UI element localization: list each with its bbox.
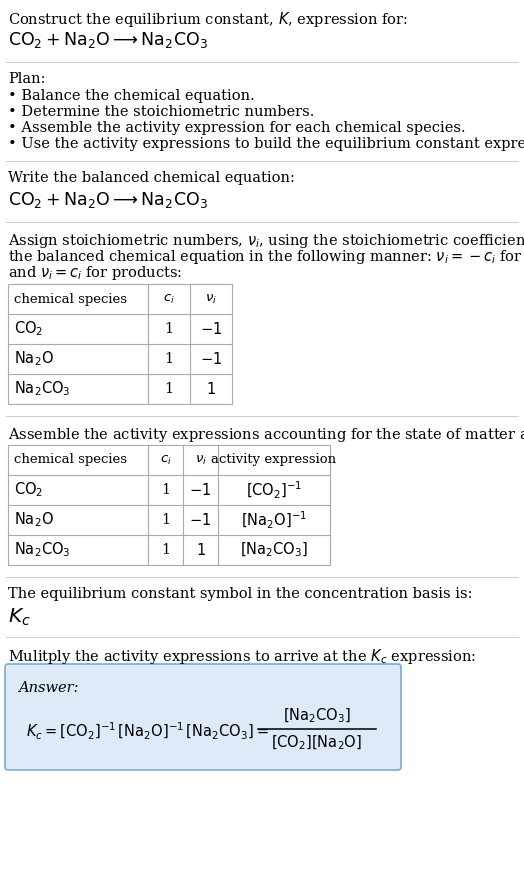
Text: $-1$: $-1$	[200, 321, 222, 337]
Text: $\mathrm{CO_2 + Na_2O \longrightarrow Na_2CO_3}$: $\mathrm{CO_2 + Na_2O \longrightarrow Na…	[8, 190, 208, 210]
Text: 1: 1	[165, 352, 173, 366]
Text: and $\nu_i = c_i$ for products:: and $\nu_i = c_i$ for products:	[8, 264, 182, 282]
Text: 1: 1	[161, 543, 170, 557]
FancyBboxPatch shape	[5, 664, 401, 770]
Text: $K_c = [\mathrm{CO_2}]^{-1}\,[\mathrm{Na_2O}]^{-1}\,[\mathrm{Na_2CO_3}] = $: $K_c = [\mathrm{CO_2}]^{-1}\,[\mathrm{Na…	[26, 721, 269, 741]
Text: • Use the activity expressions to build the equilibrium constant expression.: • Use the activity expressions to build …	[8, 137, 524, 151]
Text: $1$: $1$	[206, 381, 216, 397]
Text: $-1$: $-1$	[190, 512, 212, 528]
Text: $\nu_i$: $\nu_i$	[205, 292, 217, 305]
Text: 1: 1	[161, 483, 170, 497]
Text: • Determine the stoichiometric numbers.: • Determine the stoichiometric numbers.	[8, 105, 314, 119]
Text: • Balance the chemical equation.: • Balance the chemical equation.	[8, 89, 255, 103]
Text: $[\mathrm{CO_2}][\mathrm{Na_2O}]$: $[\mathrm{CO_2}][\mathrm{Na_2O}]$	[271, 734, 363, 752]
Text: $-1$: $-1$	[190, 482, 212, 498]
Text: $\mathrm{Na_2CO_3}$: $\mathrm{Na_2CO_3}$	[14, 540, 71, 559]
Text: 1: 1	[161, 513, 170, 527]
Text: Construct the equilibrium constant, $K$, expression for:: Construct the equilibrium constant, $K$,…	[8, 10, 408, 29]
Text: $c_i$: $c_i$	[160, 454, 171, 466]
Text: Mulitply the activity expressions to arrive at the $K_c$ expression:: Mulitply the activity expressions to arr…	[8, 647, 476, 666]
Text: $\mathrm{CO_2 + Na_2O \longrightarrow Na_2CO_3}$: $\mathrm{CO_2 + Na_2O \longrightarrow Na…	[8, 30, 208, 50]
Text: $c_i$: $c_i$	[163, 292, 175, 305]
Text: $-1$: $-1$	[200, 351, 222, 367]
Text: $\mathrm{CO_2}$: $\mathrm{CO_2}$	[14, 480, 43, 499]
Text: chemical species: chemical species	[14, 454, 127, 466]
Text: • Assemble the activity expression for each chemical species.: • Assemble the activity expression for e…	[8, 121, 466, 135]
Text: $1$: $1$	[195, 542, 205, 558]
Text: Write the balanced chemical equation:: Write the balanced chemical equation:	[8, 171, 295, 185]
Text: $\mathrm{Na_2O}$: $\mathrm{Na_2O}$	[14, 511, 54, 530]
Text: 1: 1	[165, 382, 173, 396]
Text: $\mathrm{Na_2CO_3}$: $\mathrm{Na_2CO_3}$	[14, 380, 71, 398]
Text: $[\mathrm{CO_2}]^{-1}$: $[\mathrm{CO_2}]^{-1}$	[246, 480, 302, 501]
Bar	[8, 284, 232, 404]
Text: Answer:: Answer:	[18, 681, 79, 695]
Text: $K_c$: $K_c$	[8, 607, 31, 629]
Text: Assemble the activity expressions accounting for the state of matter and $\nu_i$: Assemble the activity expressions accoun…	[8, 426, 524, 444]
Text: Plan:: Plan:	[8, 72, 46, 86]
Text: activity expression: activity expression	[212, 454, 336, 466]
Text: chemical species: chemical species	[14, 293, 127, 305]
Text: $[\mathrm{Na_2CO_3}]$: $[\mathrm{Na_2CO_3}]$	[240, 541, 308, 559]
Text: $\nu_i$: $\nu_i$	[194, 454, 206, 466]
Text: $[\mathrm{Na_2O}]^{-1}$: $[\mathrm{Na_2O}]^{-1}$	[241, 509, 307, 530]
Text: $[\mathrm{Na_2CO_3}]$: $[\mathrm{Na_2CO_3}]$	[283, 706, 351, 725]
Bar	[8, 445, 330, 565]
Text: $\mathrm{CO_2}$: $\mathrm{CO_2}$	[14, 320, 43, 338]
Text: $\mathrm{Na_2O}$: $\mathrm{Na_2O}$	[14, 350, 54, 368]
Text: 1: 1	[165, 322, 173, 336]
Text: Assign stoichiometric numbers, $\nu_i$, using the stoichiometric coefficients, $: Assign stoichiometric numbers, $\nu_i$, …	[8, 232, 524, 250]
Text: The equilibrium constant symbol in the concentration basis is:: The equilibrium constant symbol in the c…	[8, 587, 473, 601]
Text: the balanced chemical equation in the following manner: $\nu_i = -c_i$ for react: the balanced chemical equation in the fo…	[8, 248, 524, 266]
